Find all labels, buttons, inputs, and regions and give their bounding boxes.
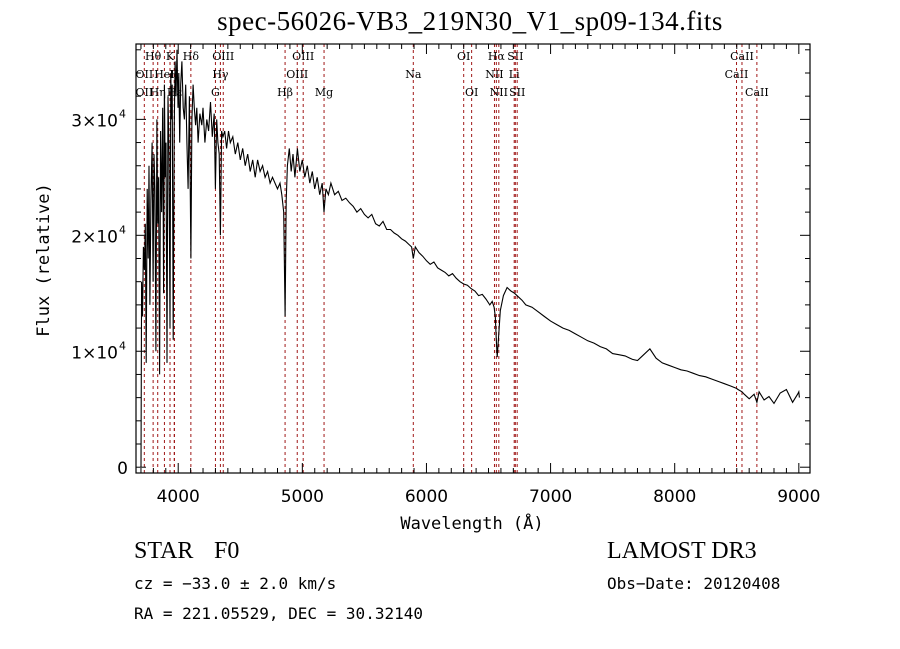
line-label: Hη [150, 86, 166, 99]
plot-frame [135, 43, 811, 474]
y-tick-exponent: 4 [119, 339, 126, 352]
redshift-text: cz = −33.0 ± 2.0 km/s [134, 574, 337, 593]
line-label: CaII [745, 86, 769, 99]
y-tick-label: 1×10 [71, 343, 118, 363]
y-tick-label: 2×10 [71, 227, 118, 247]
spectral-line-markers: OIIOIIHθHηHeIKHHεHδGHγOIIIHβOIIIOIIIMgNa… [135, 44, 769, 473]
line-label: NII [485, 68, 503, 81]
flux-series-line [140, 49, 800, 468]
axis-ticks [136, 44, 810, 473]
x-tick-label: 7000 [529, 487, 572, 507]
line-label: OII [135, 68, 153, 81]
x-axis-label: Wavelength (Å) [400, 512, 543, 534]
line-label: OI [457, 50, 470, 63]
line-label: Li [509, 68, 520, 81]
line-label: Hθ [145, 50, 162, 63]
line-label: Na [405, 68, 422, 81]
y-tick-exponent: 4 [119, 107, 126, 120]
x-tick-label: 5000 [281, 487, 324, 507]
y-tick-label: 0 [117, 459, 128, 479]
line-label: SII [509, 86, 525, 99]
line-label: OIII [212, 50, 234, 63]
object-class: STAR [134, 538, 194, 564]
x-tick-label: 9000 [777, 487, 820, 507]
line-label: SII [507, 50, 523, 63]
line-label: CaII [725, 68, 749, 81]
chart-title: spec-56026-VB3_219N30_V1_sp09-134.fits [217, 6, 723, 36]
line-label: OIII [292, 50, 314, 63]
survey-name: LAMOST DR3 [607, 538, 757, 564]
line-label: Hδ [183, 50, 200, 63]
y-tick-label: 3×10 [71, 111, 118, 131]
line-label: CaII [730, 50, 754, 63]
y-tick-exponent: 4 [119, 223, 126, 236]
line-label: NII [490, 86, 508, 99]
line-label: OI [465, 86, 478, 99]
y-axis-label: Flux (relative) [34, 183, 54, 337]
x-tick-label: 8000 [653, 487, 696, 507]
line-label: Hγ [212, 68, 229, 81]
coordinates: RA = 221.05529, DEC = 30.32140 [134, 604, 423, 623]
line-label: G [211, 86, 220, 99]
x-tick-label: 4000 [157, 487, 200, 507]
line-label: K [166, 50, 175, 63]
x-tick-label: 6000 [405, 487, 448, 507]
line-label: Hβ [277, 86, 293, 99]
line-label: Hα [488, 50, 506, 63]
line-label: Mg [315, 86, 333, 99]
line-label: OIII [286, 68, 308, 81]
subclass: F0 [214, 538, 240, 564]
obs-date: Obs−Date: 20120408 [607, 574, 781, 593]
line-label: HeI [154, 68, 174, 81]
